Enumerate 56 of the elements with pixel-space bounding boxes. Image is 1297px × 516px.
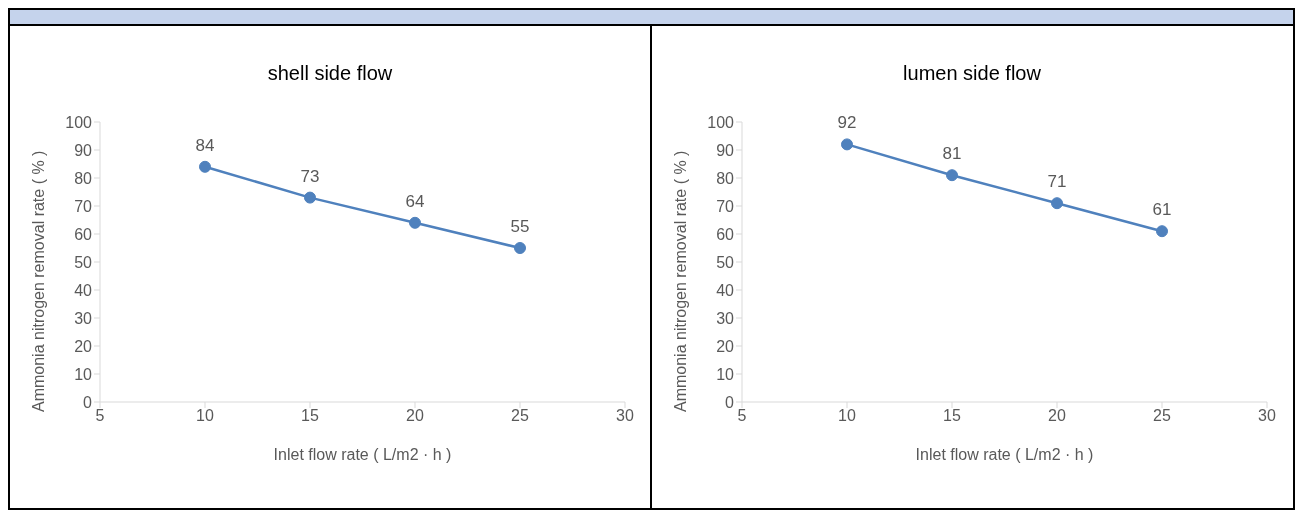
data-label: 92: [837, 113, 857, 133]
y-tick-label: 90: [716, 141, 735, 159]
point: [514, 242, 526, 254]
y-tick-label: 0: [725, 393, 735, 411]
data-label: 73: [300, 166, 320, 186]
x-axis-title: Inlet flow rate ( L/m2 · h ): [915, 446, 1094, 463]
x-tick-label: 20: [1048, 407, 1066, 425]
y-tick-label: 60: [74, 225, 93, 243]
x-tick-label: 25: [1153, 407, 1171, 425]
x-tick-label: 20: [406, 407, 424, 425]
y-tick-label: 50: [716, 253, 735, 271]
x-tick-label: 10: [196, 407, 214, 425]
y-tick-label: 50: [74, 253, 93, 271]
point: [304, 191, 316, 204]
y-tick-label: 100: [707, 113, 735, 131]
y-tick-label: 90: [74, 141, 93, 159]
data-label: 55: [510, 217, 530, 236]
point: [946, 169, 958, 182]
point: [1156, 225, 1168, 238]
y-tick-label: 20: [74, 337, 93, 355]
y-tick-label: 20: [716, 337, 735, 355]
data-label: 84: [195, 135, 215, 155]
data-label: 81: [942, 144, 962, 164]
y-tick-label: 40: [74, 281, 93, 299]
point: [409, 216, 421, 229]
x-tick-label: 5: [95, 407, 105, 425]
x-tick-label: 30: [616, 407, 634, 425]
y-tick-label: 80: [74, 169, 93, 187]
point: [1051, 197, 1063, 210]
point: [199, 160, 211, 173]
x-tick-label: 25: [511, 407, 529, 425]
y-tick-label: 80: [716, 169, 735, 187]
y-axis-title: Ammonia nitrogen removal rate ( % ): [671, 150, 689, 412]
y-tick-label: 10: [716, 365, 735, 383]
x-tick-label: 30: [1258, 407, 1276, 425]
chart-title: shell side flow: [266, 62, 394, 86]
y-tick-label: 100: [65, 113, 93, 131]
y-tick-label: 30: [74, 309, 93, 327]
point: [841, 138, 853, 151]
data-label: 71: [1047, 172, 1067, 192]
x-tick-label: 15: [943, 407, 961, 425]
y-tick-label: 0: [83, 393, 93, 411]
y-tick-label: 70: [74, 197, 93, 215]
chart-title: lumen side flow: [902, 62, 1042, 86]
y-tick-label: 70: [716, 197, 735, 215]
x-axis-title: Inlet flow rate ( L/m2 · h ): [273, 446, 452, 463]
y-tick-label: 10: [74, 365, 93, 383]
x-tick-label: 10: [838, 407, 856, 425]
x-tick-label: 15: [301, 407, 319, 425]
y-tick-label: 60: [716, 225, 735, 243]
data-label: 61: [1152, 200, 1172, 220]
y-axis-title: Ammonia nitrogen removal rate ( % ): [29, 150, 47, 412]
y-tick-label: 40: [716, 281, 735, 299]
y-tick-label: 30: [716, 309, 735, 327]
x-tick-label: 5: [737, 407, 747, 425]
data-label: 64: [405, 191, 425, 211]
